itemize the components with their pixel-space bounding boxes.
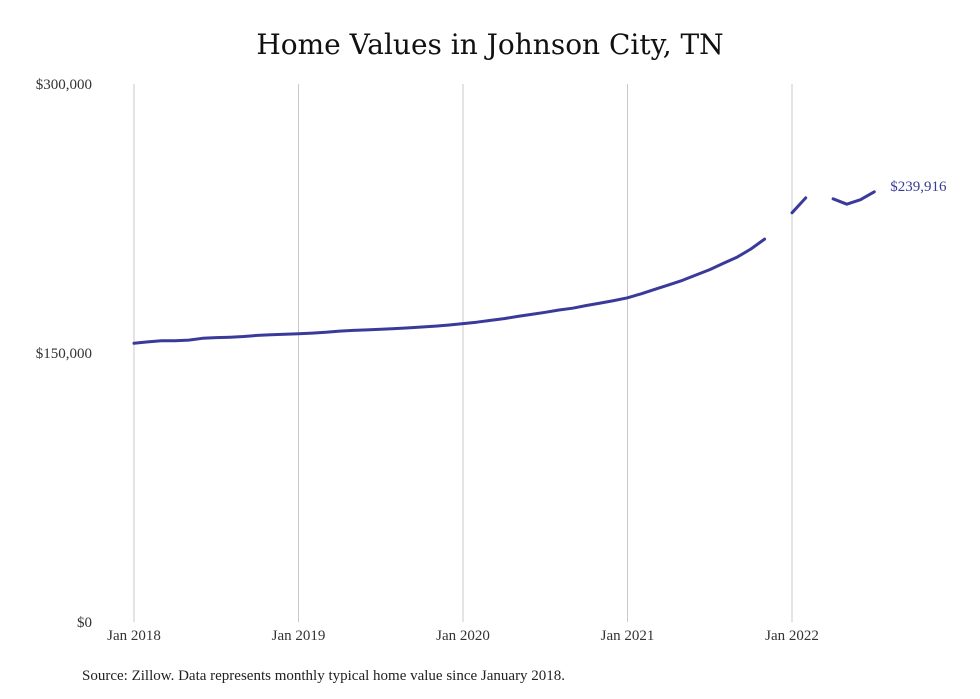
series-layer — [132, 190, 876, 345]
x-tick-label: Jan 2018 — [107, 628, 161, 644]
y-tick-label: $300,000 — [36, 77, 92, 93]
source-note: Source: Zillow. Data represents monthly … — [82, 668, 566, 684]
end-value-label: $239,916 — [890, 179, 947, 195]
y-tick-label: $150,000 — [36, 346, 92, 362]
chart-title: Home Values in Johnson City, TN — [256, 28, 724, 61]
x-axis-ticks: Jan 2018 Jan 2019 Jan 2020 Jan 2021 Jan 2022 — [107, 628, 819, 644]
y-axis-ticks: $0 $150,000 $300,000 — [36, 77, 92, 631]
x-tick-label: Jan 2022 — [765, 628, 819, 644]
y-tick-label: $0 — [77, 615, 92, 631]
data-labels: $239,916 — [890, 179, 947, 195]
x-tick-label: Jan 2021 — [601, 628, 655, 644]
x-tick-label: Jan 2020 — [436, 628, 490, 644]
series-line-0 — [132, 190, 876, 345]
gridlines — [133, 84, 793, 622]
x-tick-label: Jan 2019 — [272, 628, 326, 644]
